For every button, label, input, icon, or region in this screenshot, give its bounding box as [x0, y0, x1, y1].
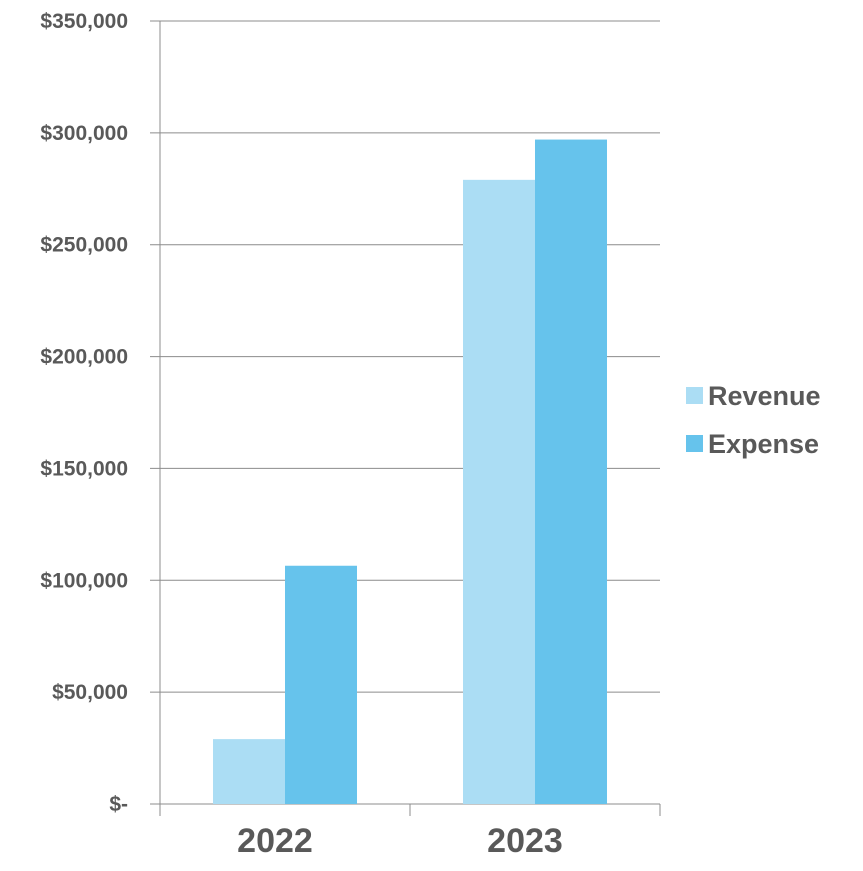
axes: $- $50,000 $100,000 $150,000 $200,000 $250,00…: [40, 10, 661, 860]
y-tick-label: $150,000: [40, 457, 128, 480]
legend-label-expense: Expense: [708, 429, 819, 459]
y-tick-label: $350,000: [40, 10, 128, 33]
y-tick-label: $200,000: [40, 346, 128, 369]
bars: [213, 139, 607, 804]
legend-swatch-revenue: [686, 387, 703, 404]
y-tick-label: $50,000: [52, 681, 128, 704]
legend: Revenue Expense: [686, 381, 821, 459]
bar-expense-2022: [285, 565, 357, 804]
y-tick-label: $300,000: [40, 122, 128, 145]
y-tick-label: $-: [109, 793, 128, 816]
legend-swatch-expense: [686, 435, 703, 452]
y-tick-label: $100,000: [40, 569, 128, 592]
legend-label-revenue: Revenue: [708, 381, 821, 411]
bar-expense-2023: [535, 139, 607, 804]
y-tick-label: $250,000: [40, 234, 128, 257]
bar-revenue-2023: [463, 179, 535, 804]
x-tick-label: 2023: [487, 822, 563, 860]
x-tick-label: 2022: [237, 822, 313, 860]
bar-revenue-2022: [213, 739, 285, 804]
gridlines: [150, 20, 660, 805]
